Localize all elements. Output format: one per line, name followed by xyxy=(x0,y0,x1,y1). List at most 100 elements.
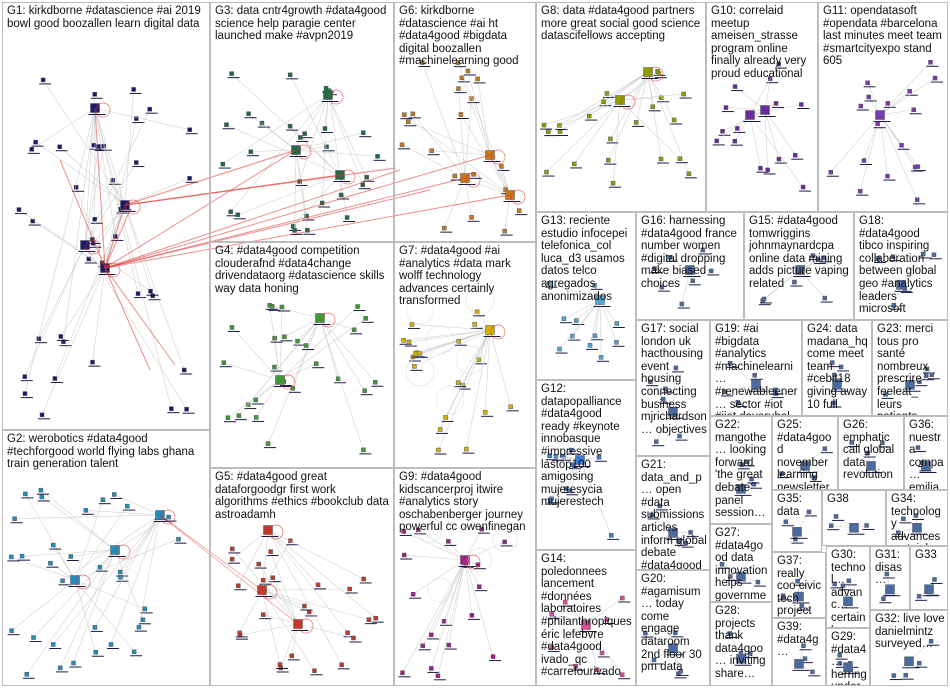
node-g1-8[interactable] xyxy=(134,116,139,121)
node-g3-27[interactable] xyxy=(248,149,254,154)
hub-g9-0[interactable] xyxy=(460,555,470,565)
node-g6-2[interactable] xyxy=(499,164,504,169)
node-g6-0[interactable] xyxy=(405,119,411,125)
node-g2-16[interactable] xyxy=(39,494,44,500)
node-g6-6[interactable] xyxy=(429,148,434,153)
node-g12-4[interactable] xyxy=(568,447,574,453)
node-g18-5[interactable] xyxy=(891,302,897,308)
node-g11-2[interactable] xyxy=(858,188,863,194)
node-g19-1[interactable] xyxy=(752,373,757,378)
node-g1-13[interactable] xyxy=(187,127,192,132)
node-g4-20[interactable] xyxy=(355,304,360,309)
node-g4-13[interactable] xyxy=(269,304,275,309)
node-g5-15[interactable] xyxy=(351,635,356,641)
hub-g11-0[interactable] xyxy=(875,110,885,120)
node-g1-26[interactable] xyxy=(33,139,38,145)
node-g2-31[interactable] xyxy=(71,660,76,666)
node-g20-3[interactable] xyxy=(643,630,648,636)
node-g4-8[interactable] xyxy=(272,364,277,370)
node-g7-2[interactable] xyxy=(436,447,441,453)
node-g19-3[interactable] xyxy=(773,387,778,393)
node-g5-10[interactable] xyxy=(237,630,242,636)
node-g9-18[interactable] xyxy=(401,529,406,534)
node-g14-7[interactable] xyxy=(594,667,600,672)
node-g14-6[interactable] xyxy=(604,617,610,622)
node-g5-12[interactable] xyxy=(270,575,275,580)
node-g14-3[interactable] xyxy=(549,645,554,650)
node-g38-1[interactable] xyxy=(828,523,834,528)
node-g1-22[interactable] xyxy=(52,376,58,381)
node-g1-1[interactable] xyxy=(29,147,34,152)
node-g3-3[interactable] xyxy=(246,111,251,116)
node-g5-16[interactable] xyxy=(302,603,307,609)
node-g18-3[interactable] xyxy=(890,254,896,259)
node-g35-2[interactable] xyxy=(806,509,812,515)
node-g21-2[interactable] xyxy=(649,512,654,518)
node-g1-36[interactable] xyxy=(58,334,64,339)
node-g7-13[interactable] xyxy=(413,350,418,356)
node-g14-0[interactable] xyxy=(573,663,578,669)
node-g9-4[interactable] xyxy=(410,591,416,597)
node-g17-5[interactable] xyxy=(677,433,682,439)
node-g11-12[interactable] xyxy=(899,143,904,148)
node-g16-6[interactable] xyxy=(667,254,673,260)
node-g8-6[interactable] xyxy=(571,161,577,167)
node-g6-19[interactable] xyxy=(469,215,474,220)
node-g9-5[interactable] xyxy=(446,539,451,544)
hub-g10-0[interactable] xyxy=(745,110,755,120)
hub-g16-0[interactable] xyxy=(685,265,695,275)
node-g5-18[interactable] xyxy=(230,546,235,552)
node-g10-14[interactable] xyxy=(773,101,779,106)
node-g16-2[interactable] xyxy=(652,266,657,271)
node-g4-14[interactable] xyxy=(225,415,231,420)
node-g8-1[interactable] xyxy=(634,120,639,125)
node-g26-0[interactable] xyxy=(849,440,854,445)
node-g2-23[interactable] xyxy=(51,542,56,548)
node-g4-2[interactable] xyxy=(221,360,227,365)
node-g20-4[interactable] xyxy=(673,630,678,636)
node-g5-8[interactable] xyxy=(345,630,350,636)
node-g22-3[interactable] xyxy=(739,462,745,468)
node-g8-10[interactable] xyxy=(541,122,547,128)
hub-g2-2[interactable] xyxy=(70,575,80,585)
node-g7-7[interactable] xyxy=(406,339,412,345)
node-g5-5[interactable] xyxy=(261,577,266,583)
node-g3-1[interactable] xyxy=(228,209,233,215)
node-g7-14[interactable] xyxy=(412,364,417,369)
node-g15-3[interactable] xyxy=(792,279,797,285)
node-g2-10[interactable] xyxy=(31,635,36,640)
node-g15-5[interactable] xyxy=(815,257,821,262)
node-g6-8[interactable] xyxy=(471,172,476,177)
node-g32-1[interactable] xyxy=(903,672,908,678)
node-g23-3[interactable] xyxy=(929,372,935,377)
node-g33-2[interactable] xyxy=(932,577,937,582)
node-g6-1[interactable] xyxy=(442,225,447,231)
node-g2-26[interactable] xyxy=(125,503,130,509)
hub-g18-0[interactable] xyxy=(896,280,906,290)
node-g3-10[interactable] xyxy=(364,174,369,180)
hub-g37-0[interactable] xyxy=(794,591,804,602)
node-g11-11[interactable] xyxy=(915,164,921,169)
node-g1-37[interactable] xyxy=(169,406,174,411)
node-g13-6[interactable] xyxy=(557,346,562,352)
hub-g14-0[interactable] xyxy=(581,620,591,630)
node-g37-1[interactable] xyxy=(799,603,805,609)
node-g2-15[interactable] xyxy=(50,642,56,647)
node-g2-20[interactable] xyxy=(100,497,106,502)
node-g7-9[interactable] xyxy=(464,446,469,452)
node-g6-16[interactable] xyxy=(420,60,425,65)
node-g16-4[interactable] xyxy=(690,278,696,284)
node-g2-21[interactable] xyxy=(60,578,65,584)
node-g6-12[interactable] xyxy=(475,76,480,82)
hub-g5-1[interactable] xyxy=(257,585,267,595)
hub-g34-0[interactable] xyxy=(912,523,922,533)
node-g37-0[interactable] xyxy=(795,579,800,584)
node-g2-11[interactable] xyxy=(176,536,181,542)
node-g11-9[interactable] xyxy=(885,101,891,106)
node-g6-11[interactable] xyxy=(455,60,461,65)
node-g2-29[interactable] xyxy=(9,628,14,633)
node-g10-0[interactable] xyxy=(732,138,738,144)
node-g13-8[interactable] xyxy=(570,333,575,339)
node-g11-7[interactable] xyxy=(861,158,867,163)
node-g2-25[interactable] xyxy=(38,487,44,493)
